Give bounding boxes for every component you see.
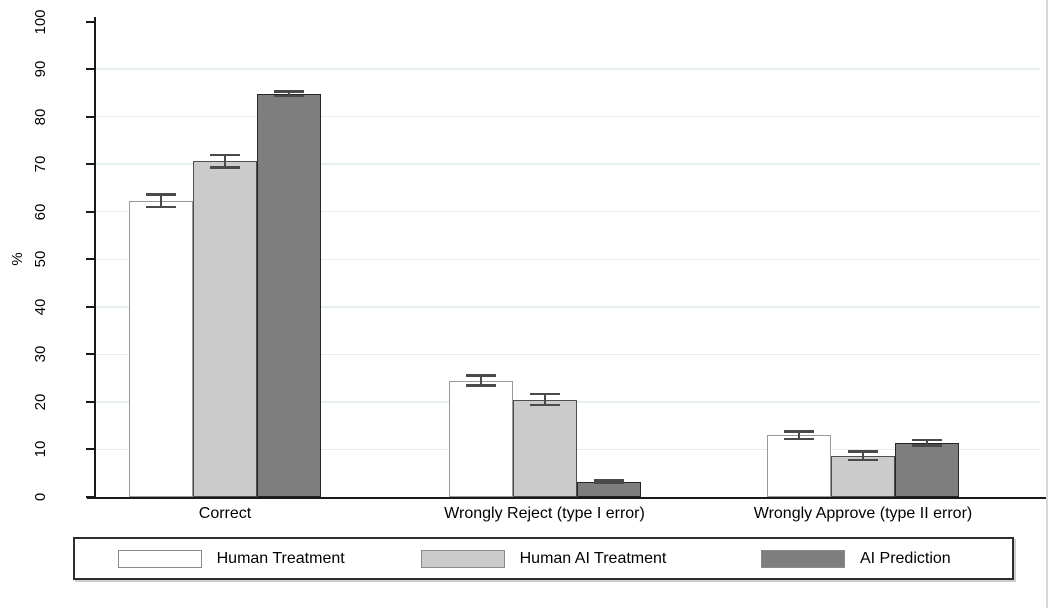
bar-human-treatment-wrongly-reject-type-i-error — [448, 380, 513, 497]
error-bar-human-treatment-correct-cap-top — [146, 193, 176, 196]
legend-label: Human Treatment — [216, 549, 345, 567]
error-bar-human-treatment-wrongly-approve-type-ii-error-line — [798, 431, 800, 439]
y-tick — [86, 210, 94, 213]
error-bar-human-ai-treatment-correct-cap-top — [210, 153, 240, 157]
legend: Human Treatment Human AI Treatment AI Pred… — [73, 537, 1014, 580]
bar-ai-prediction-correct — [257, 93, 321, 497]
error-bar-ai-prediction-correct-cap-bottom — [274, 94, 304, 98]
legend-item-human-treatment: Human Treatment — [75, 539, 387, 578]
y-tick — [86, 20, 94, 23]
bar-human-ai-treatment-wrongly-approve-type-ii-error — [831, 455, 895, 497]
bar-human-ai-treatment-wrongly-reject-type-i-error — [512, 399, 577, 497]
error-bar-human-ai-treatment-wrongly-reject-type-i-error-cap-top — [529, 392, 560, 396]
gridline — [95, 258, 1040, 260]
bar-human-ai-treatment-correct — [193, 161, 257, 497]
legend-swatch-ai-prediction — [760, 549, 845, 568]
y-tick — [86, 258, 94, 261]
gridline — [95, 163, 1040, 165]
y-tick-label: 100 — [32, 8, 49, 35]
gridline — [95, 68, 1040, 70]
x-category-label: Wrongly Approve (type II error) — [753, 505, 973, 522]
legend-swatch-human-treatment — [117, 549, 202, 568]
error-bar-ai-prediction-wrongly-reject-type-i-error-cap-top — [593, 479, 624, 482]
y-axis-title: % — [9, 252, 26, 266]
error-bar-ai-prediction-correct-cap-top — [274, 90, 304, 93]
bar-human-treatment-correct — [129, 200, 193, 497]
x-axis-line — [87, 497, 1047, 499]
bar-ai-prediction-wrongly-approve-type-ii-error — [895, 442, 959, 497]
error-bar-ai-prediction-wrongly-reject-type-i-error-line — [607, 480, 610, 484]
gridline — [95, 210, 1040, 213]
bar-human-treatment-wrongly-approve-type-ii-error — [767, 435, 831, 497]
error-bar-human-ai-treatment-correct-line — [224, 155, 226, 168]
x-category-label: Correct — [198, 505, 252, 522]
figure-right-border — [1046, 0, 1048, 608]
y-tick — [86, 400, 94, 403]
error-bar-ai-prediction-wrongly-approve-type-ii-error-line — [926, 439, 928, 446]
error-bar-ai-prediction-wrongly-approve-type-ii-error-cap-bottom — [912, 444, 942, 447]
y-axis-line — [94, 17, 96, 499]
error-bar-human-ai-treatment-wrongly-reject-type-i-error-line — [543, 393, 546, 406]
error-bar-human-treatment-correct-line — [160, 194, 162, 207]
error-bar-human-ai-treatment-correct-cap-bottom — [210, 166, 240, 169]
error-bar-ai-prediction-wrongly-approve-type-ii-error-cap-top — [912, 438, 942, 442]
error-bar-human-treatment-wrongly-reject-type-i-error-line — [479, 375, 482, 386]
legend-item-human-ai-treatment: Human AI Treatment — [387, 539, 699, 578]
y-tick — [86, 353, 94, 356]
error-bar-human-treatment-wrongly-reject-type-i-error-cap-top — [465, 374, 496, 377]
error-bar-human-ai-treatment-wrongly-approve-type-ii-error-cap-bottom — [848, 458, 878, 462]
error-bar-human-treatment-wrongly-approve-type-ii-error-cap-top — [784, 430, 814, 433]
error-bar-human-treatment-correct-cap-bottom — [146, 205, 176, 209]
y-tick — [86, 115, 94, 118]
y-tick — [86, 448, 94, 451]
error-bar-ai-prediction-wrongly-reject-type-i-error-cap-bottom — [593, 481, 624, 485]
y-tick — [86, 496, 94, 498]
gridline — [95, 306, 1040, 308]
error-bar-human-ai-treatment-wrongly-reject-type-i-error-cap-bottom — [529, 403, 560, 407]
legend-item-ai-prediction: AI Prediction — [700, 539, 1012, 578]
error-bar-ai-prediction-correct-line — [288, 91, 290, 97]
gridline — [95, 115, 1040, 118]
error-bar-human-ai-treatment-wrongly-approve-type-ii-error-line — [862, 451, 864, 460]
error-bar-human-treatment-wrongly-approve-type-ii-error-cap-bottom — [784, 437, 814, 441]
legend-label: Human AI Treatment — [519, 549, 667, 567]
error-bar-human-ai-treatment-wrongly-approve-type-ii-error-cap-top — [848, 450, 878, 453]
x-category-label: Wrongly Reject (type I error) — [444, 505, 645, 522]
y-tick — [86, 305, 94, 308]
error-bar-human-treatment-wrongly-reject-type-i-error-cap-bottom — [465, 384, 496, 387]
gridline — [95, 353, 1040, 356]
legend-swatch-human-ai-treatment — [420, 549, 505, 568]
legend-label: AI Prediction — [859, 549, 951, 567]
y-tick — [86, 68, 94, 71]
y-tick — [86, 163, 94, 166]
